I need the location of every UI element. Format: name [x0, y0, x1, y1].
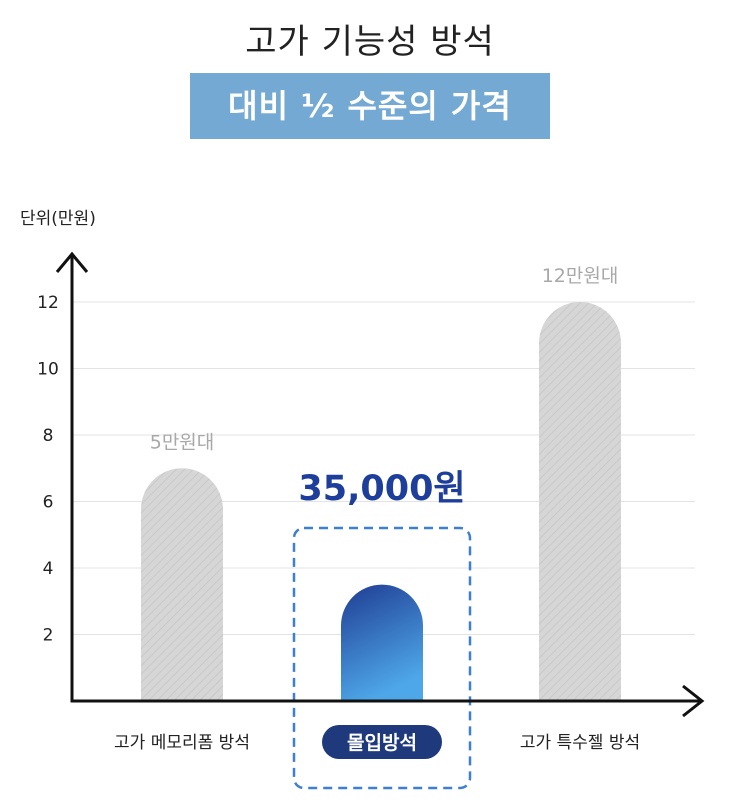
y-tick-label: 8 [43, 426, 54, 446]
price-banner: 대비 ½ 수준의 가격 [190, 73, 550, 139]
y-tick-label: 12 [37, 293, 59, 313]
bar-value-label: 12만원대 [542, 265, 619, 287]
x-category-label: 고가 특수젤 방석 [520, 733, 640, 753]
highlight-dashed-box [292, 526, 472, 790]
y-tick-label: 10 [37, 360, 59, 380]
bar-3 [539, 302, 621, 701]
y-axis-arrow [55, 251, 89, 273]
y-tick-label: 6 [43, 493, 54, 513]
x-category-label: 몰입방석 [347, 732, 417, 754]
highlight-value-label: 35,000원 [298, 469, 465, 509]
y-axis-unit-label: 단위(만원) [20, 209, 96, 229]
x-category-label: 고가 메모리폼 방석 [114, 733, 250, 753]
bar-value-label: 5만원대 [150, 431, 215, 453]
y-tick-label: 2 [43, 626, 54, 646]
page-title: 고가 기능성 방석 [245, 22, 495, 62]
bar-2 [341, 584, 423, 701]
bar-1 [141, 468, 223, 701]
y-tick-label: 4 [43, 559, 54, 579]
price-banner-text: 대비 ½ 수준의 가격 [228, 87, 512, 125]
x-axis-arrow [682, 684, 705, 718]
highlight-category-pill [322, 725, 442, 759]
